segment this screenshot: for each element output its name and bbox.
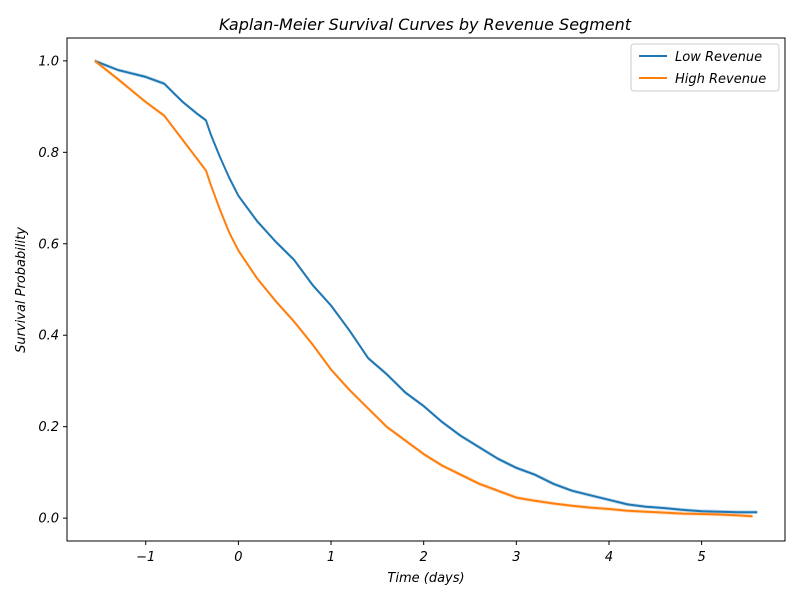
y-axis-label: Survival Probability: [14, 227, 29, 353]
confidence-band-high-revenue: [94, 59, 753, 519]
legend-label-high-revenue: High Revenue: [675, 72, 766, 87]
x-tick-label: 4: [605, 550, 613, 565]
x-axis-label: Time (days): [387, 571, 464, 586]
y-axis: 0.0 0.2 0.4 0.6 0.8 1.0: [38, 54, 67, 527]
x-tick-label: 3: [512, 550, 520, 565]
series-line-high-revenue: [94, 60, 753, 518]
series-line-low-revenue: [94, 59, 758, 514]
confidence-band-low-revenue: [94, 59, 758, 514]
chart-title: Kaplan-Meier Survival Curves by Revenue …: [219, 15, 632, 34]
x-tick-label: 2: [420, 550, 428, 565]
x-tick-label: −1: [136, 550, 155, 565]
y-tick-label: 0.0: [38, 512, 59, 527]
legend-label-low-revenue: Low Revenue: [675, 50, 762, 65]
legend: Low Revenue High Revenue: [630, 43, 780, 92]
series-layer: [94, 59, 758, 519]
y-tick-label: 0.6: [38, 237, 59, 252]
x-tick-label: 1: [327, 550, 335, 565]
y-tick-label: 0.8: [38, 146, 59, 161]
x-tick-label: 0: [234, 550, 242, 565]
plot-area: [66, 37, 786, 542]
legend-box: [630, 43, 780, 92]
y-tick-label: 0.4: [38, 329, 59, 344]
x-axis: −1 0 1 2 3 4 5: [136, 541, 706, 565]
y-tick-label: 0.2: [38, 420, 59, 435]
y-tick-label: 1.0: [38, 54, 59, 69]
x-tick-label: 5: [697, 550, 705, 565]
